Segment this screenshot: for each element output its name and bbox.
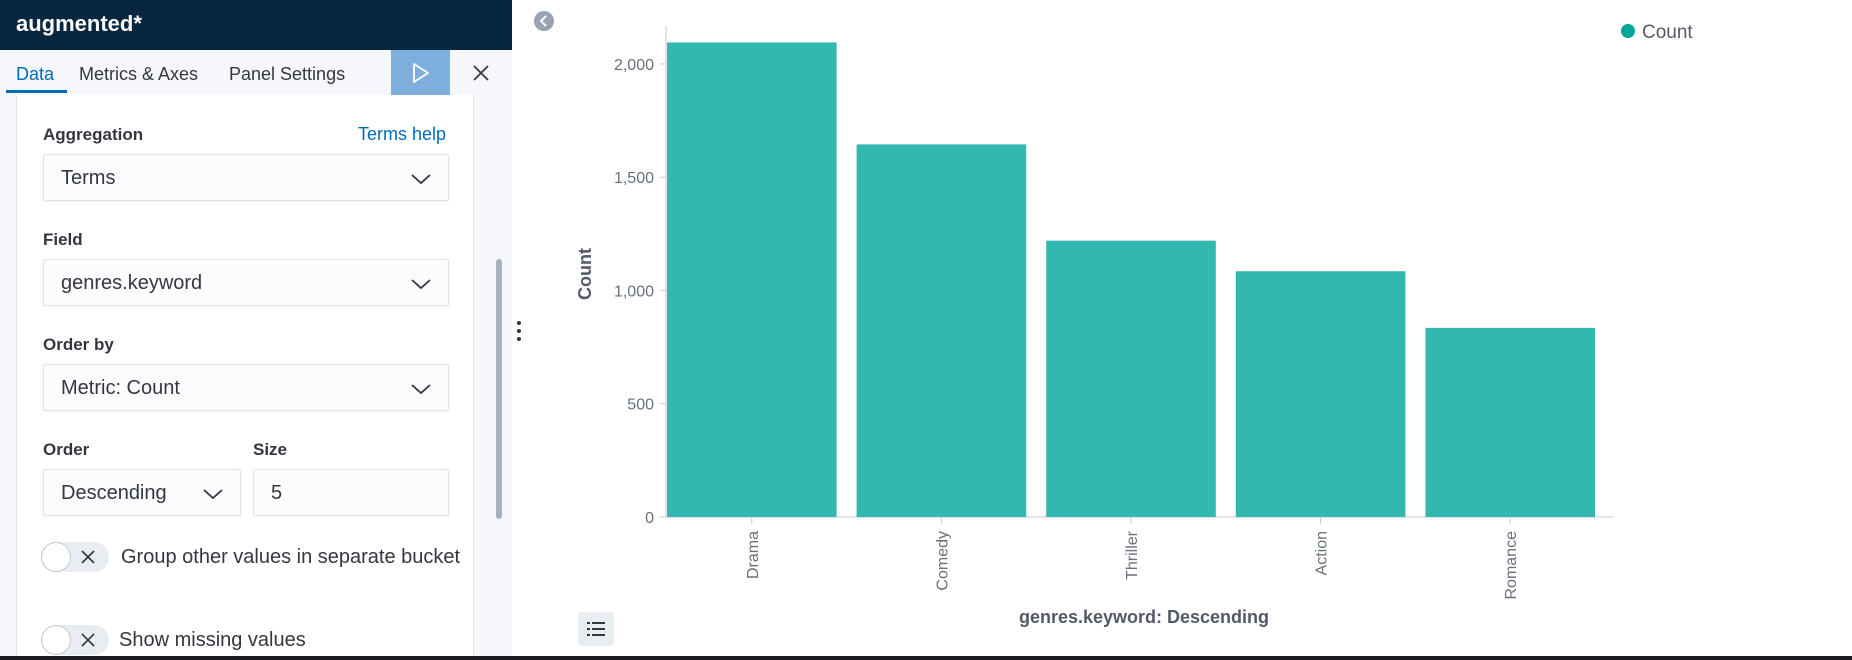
x-tick-label: Comedy [934, 531, 951, 591]
show-missing-label: Show missing values [119, 629, 306, 651]
y-tick-label: 2,000 [614, 57, 654, 74]
update-button[interactable] [391, 50, 450, 95]
close-icon [473, 65, 489, 81]
y-axis-title: Count [575, 248, 595, 300]
chevron-down-icon [411, 174, 431, 185]
legend-toggle-button[interactable] [578, 612, 614, 646]
aggregation-label: Aggregation [43, 125, 144, 144]
show-missing-switch[interactable] [41, 625, 109, 655]
x-tick-label: Drama [745, 531, 762, 579]
sidebar-tabs: Data Metrics & Axes Panel Settings [0, 50, 512, 95]
tab-panel-settings[interactable]: Panel Settings [229, 64, 346, 84]
tab-metrics-axes[interactable]: Metrics & Axes [79, 64, 199, 84]
size-input[interactable]: 5 [253, 469, 449, 516]
active-tab-indicator [6, 90, 67, 93]
vertical-dots-icon[interactable] [515, 318, 523, 348]
x-tick-label: Action [1314, 531, 1331, 575]
chevron-down-icon [203, 489, 223, 500]
legend-dot [1621, 24, 1635, 38]
switch-knob [41, 542, 71, 572]
field-value: genres.keyword [61, 272, 203, 294]
window-bottom-edge [0, 656, 1852, 660]
panel-scrollbar[interactable] [496, 259, 502, 519]
y-tick-label: 500 [627, 397, 654, 414]
title-bar: augmented* [0, 0, 512, 50]
editor-sidebar: augmented* Data Metrics & Axes Panel Set… [0, 0, 512, 660]
order-select[interactable]: Descending [43, 469, 241, 516]
bar-romance [1425, 327, 1595, 517]
list-icon [587, 622, 605, 636]
x-tick-label: Thriller [1124, 530, 1141, 580]
aggregation-select[interactable]: Terms [43, 154, 449, 201]
bucket-panel: Aggregation Terms help Terms Field genre… [16, 95, 474, 660]
close-button[interactable] [466, 58, 496, 88]
group-other-switch[interactable] [41, 542, 109, 572]
field-select[interactable]: genres.keyword [43, 259, 449, 306]
chevron-down-icon [411, 279, 431, 290]
y-tick-label: 0 [645, 510, 654, 527]
order-label: Order [43, 440, 90, 459]
order-by-value: Metric: Count [61, 377, 180, 399]
bar-chart: 0 500 1,000 1,500 2,000 Drama Comedy Thriller Ac… [575, 22, 1693, 627]
bar-thriller [1046, 240, 1216, 517]
x-axis-title: genres.keyword: Descending [1019, 607, 1269, 627]
visualization-title: augmented* [16, 11, 142, 36]
field-label: Field [43, 230, 83, 249]
bar-drama [667, 42, 837, 518]
cross-icon [81, 550, 95, 564]
terms-help-link[interactable]: Terms help [358, 124, 447, 144]
y-tick-label: 1,500 [614, 170, 654, 187]
size-label: Size [253, 440, 288, 459]
order-value: Descending [61, 482, 167, 504]
order-by-select[interactable]: Metric: Count [43, 364, 449, 411]
legend-label: Count [1642, 22, 1693, 43]
chevron-down-icon [411, 384, 431, 395]
switch-knob [41, 625, 71, 655]
panel-scroll-area[interactable]: Aggregation Terms help Terms Field genre… [16, 95, 474, 660]
y-tick-label: 1,000 [614, 283, 654, 300]
bar-comedy [856, 144, 1027, 517]
tab-data[interactable]: Data [16, 64, 55, 84]
chevron-left-circle-icon[interactable] [533, 10, 555, 32]
x-tick-label: Romance [1503, 531, 1520, 600]
cross-icon [81, 633, 95, 647]
play-icon [412, 62, 429, 83]
bar-action [1235, 271, 1406, 517]
size-value: 5 [271, 482, 283, 504]
aggregation-value: Terms [61, 167, 116, 189]
order-by-label: Order by [43, 335, 114, 354]
group-other-label: Group other values in separate bucket [121, 546, 461, 568]
